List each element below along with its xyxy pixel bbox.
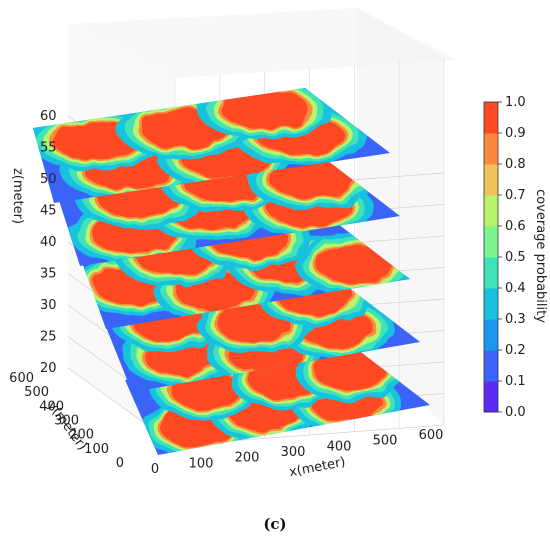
colorbar-tick-label: 0.1	[505, 374, 526, 389]
colorbar: 0.0 0.1 0.2 0.3 0.4 0.5 0.6 0.7 0.8 0.9 1.0	[483, 95, 526, 420]
z-tick-label: 50	[40, 172, 57, 187]
y-tick-label: 200	[69, 428, 94, 443]
x-tick-label: 300	[281, 445, 306, 460]
colorbar-segment	[484, 350, 498, 382]
z-tick-label: 60	[40, 109, 57, 124]
colorbar-segment	[484, 164, 498, 196]
colorbar-tick-label: 0.5	[505, 250, 526, 265]
coverage-blob	[269, 159, 353, 199]
x-tick-label: 600	[419, 428, 444, 443]
z-tick-label: 20	[40, 361, 57, 376]
colorbar-tick-label: 0.7	[505, 188, 526, 203]
y-tick-label: 400	[39, 399, 64, 414]
colorbar-segment	[484, 195, 498, 227]
colorbar-segment	[484, 288, 498, 320]
x-tick-label: 500	[373, 434, 398, 449]
y-tick-label: 600	[9, 371, 34, 386]
y-axis-label: y(meter)	[44, 398, 90, 453]
x-tick-label: 0	[151, 462, 159, 477]
colorbar-segment	[484, 133, 498, 165]
colorbar-tick-label: 0.6	[505, 219, 526, 234]
colorbar-tick-label: 0.8	[505, 157, 526, 172]
z-tick-label: 25	[40, 330, 57, 345]
y-tick-label: 300	[54, 414, 79, 429]
z-tick-label: 55	[40, 141, 57, 156]
x-ticks: 0 100 200 300 400 500 600	[151, 428, 444, 477]
z-tick-label: 30	[40, 298, 57, 313]
colorbar-tick-label: 0.4	[505, 281, 526, 296]
colorbar-segment	[484, 381, 498, 413]
z-ticks: 20 25 30 35 40 45 50 55 60	[40, 109, 57, 376]
y-tick-label: 100	[84, 442, 109, 457]
x-tick-label: 100	[189, 456, 214, 471]
z-axis-label: z(meter)	[10, 168, 25, 224]
z-tick-label: 35	[40, 267, 57, 282]
colorbar-segment	[484, 226, 498, 258]
x-tick-label: 200	[235, 451, 260, 466]
coverage-blob	[314, 351, 386, 391]
coverage-blob	[316, 244, 396, 284]
colorbar-tick-label: 0.3	[505, 312, 526, 327]
colorbar-segment	[484, 319, 498, 351]
coverage-blob	[221, 89, 309, 129]
z-tick-label: 40	[40, 235, 57, 250]
y-tick-label: 500	[24, 385, 49, 400]
colorbar-tick-label: 0.0	[505, 405, 526, 420]
colorbar-tick-label: 1.0	[505, 95, 526, 110]
y-tick-label: 0	[116, 456, 124, 471]
colorbar-tick-label: 0.2	[505, 343, 526, 358]
x-tick-label: 400	[327, 439, 352, 454]
colorbar-segment	[484, 257, 498, 289]
colorbar-segment	[484, 102, 498, 134]
colorbar-tick-label: 0.9	[505, 126, 526, 141]
figure-caption: (c)	[263, 515, 287, 533]
z-tick-label: 45	[40, 204, 57, 219]
colorbar-label: coverage probability	[533, 189, 548, 323]
